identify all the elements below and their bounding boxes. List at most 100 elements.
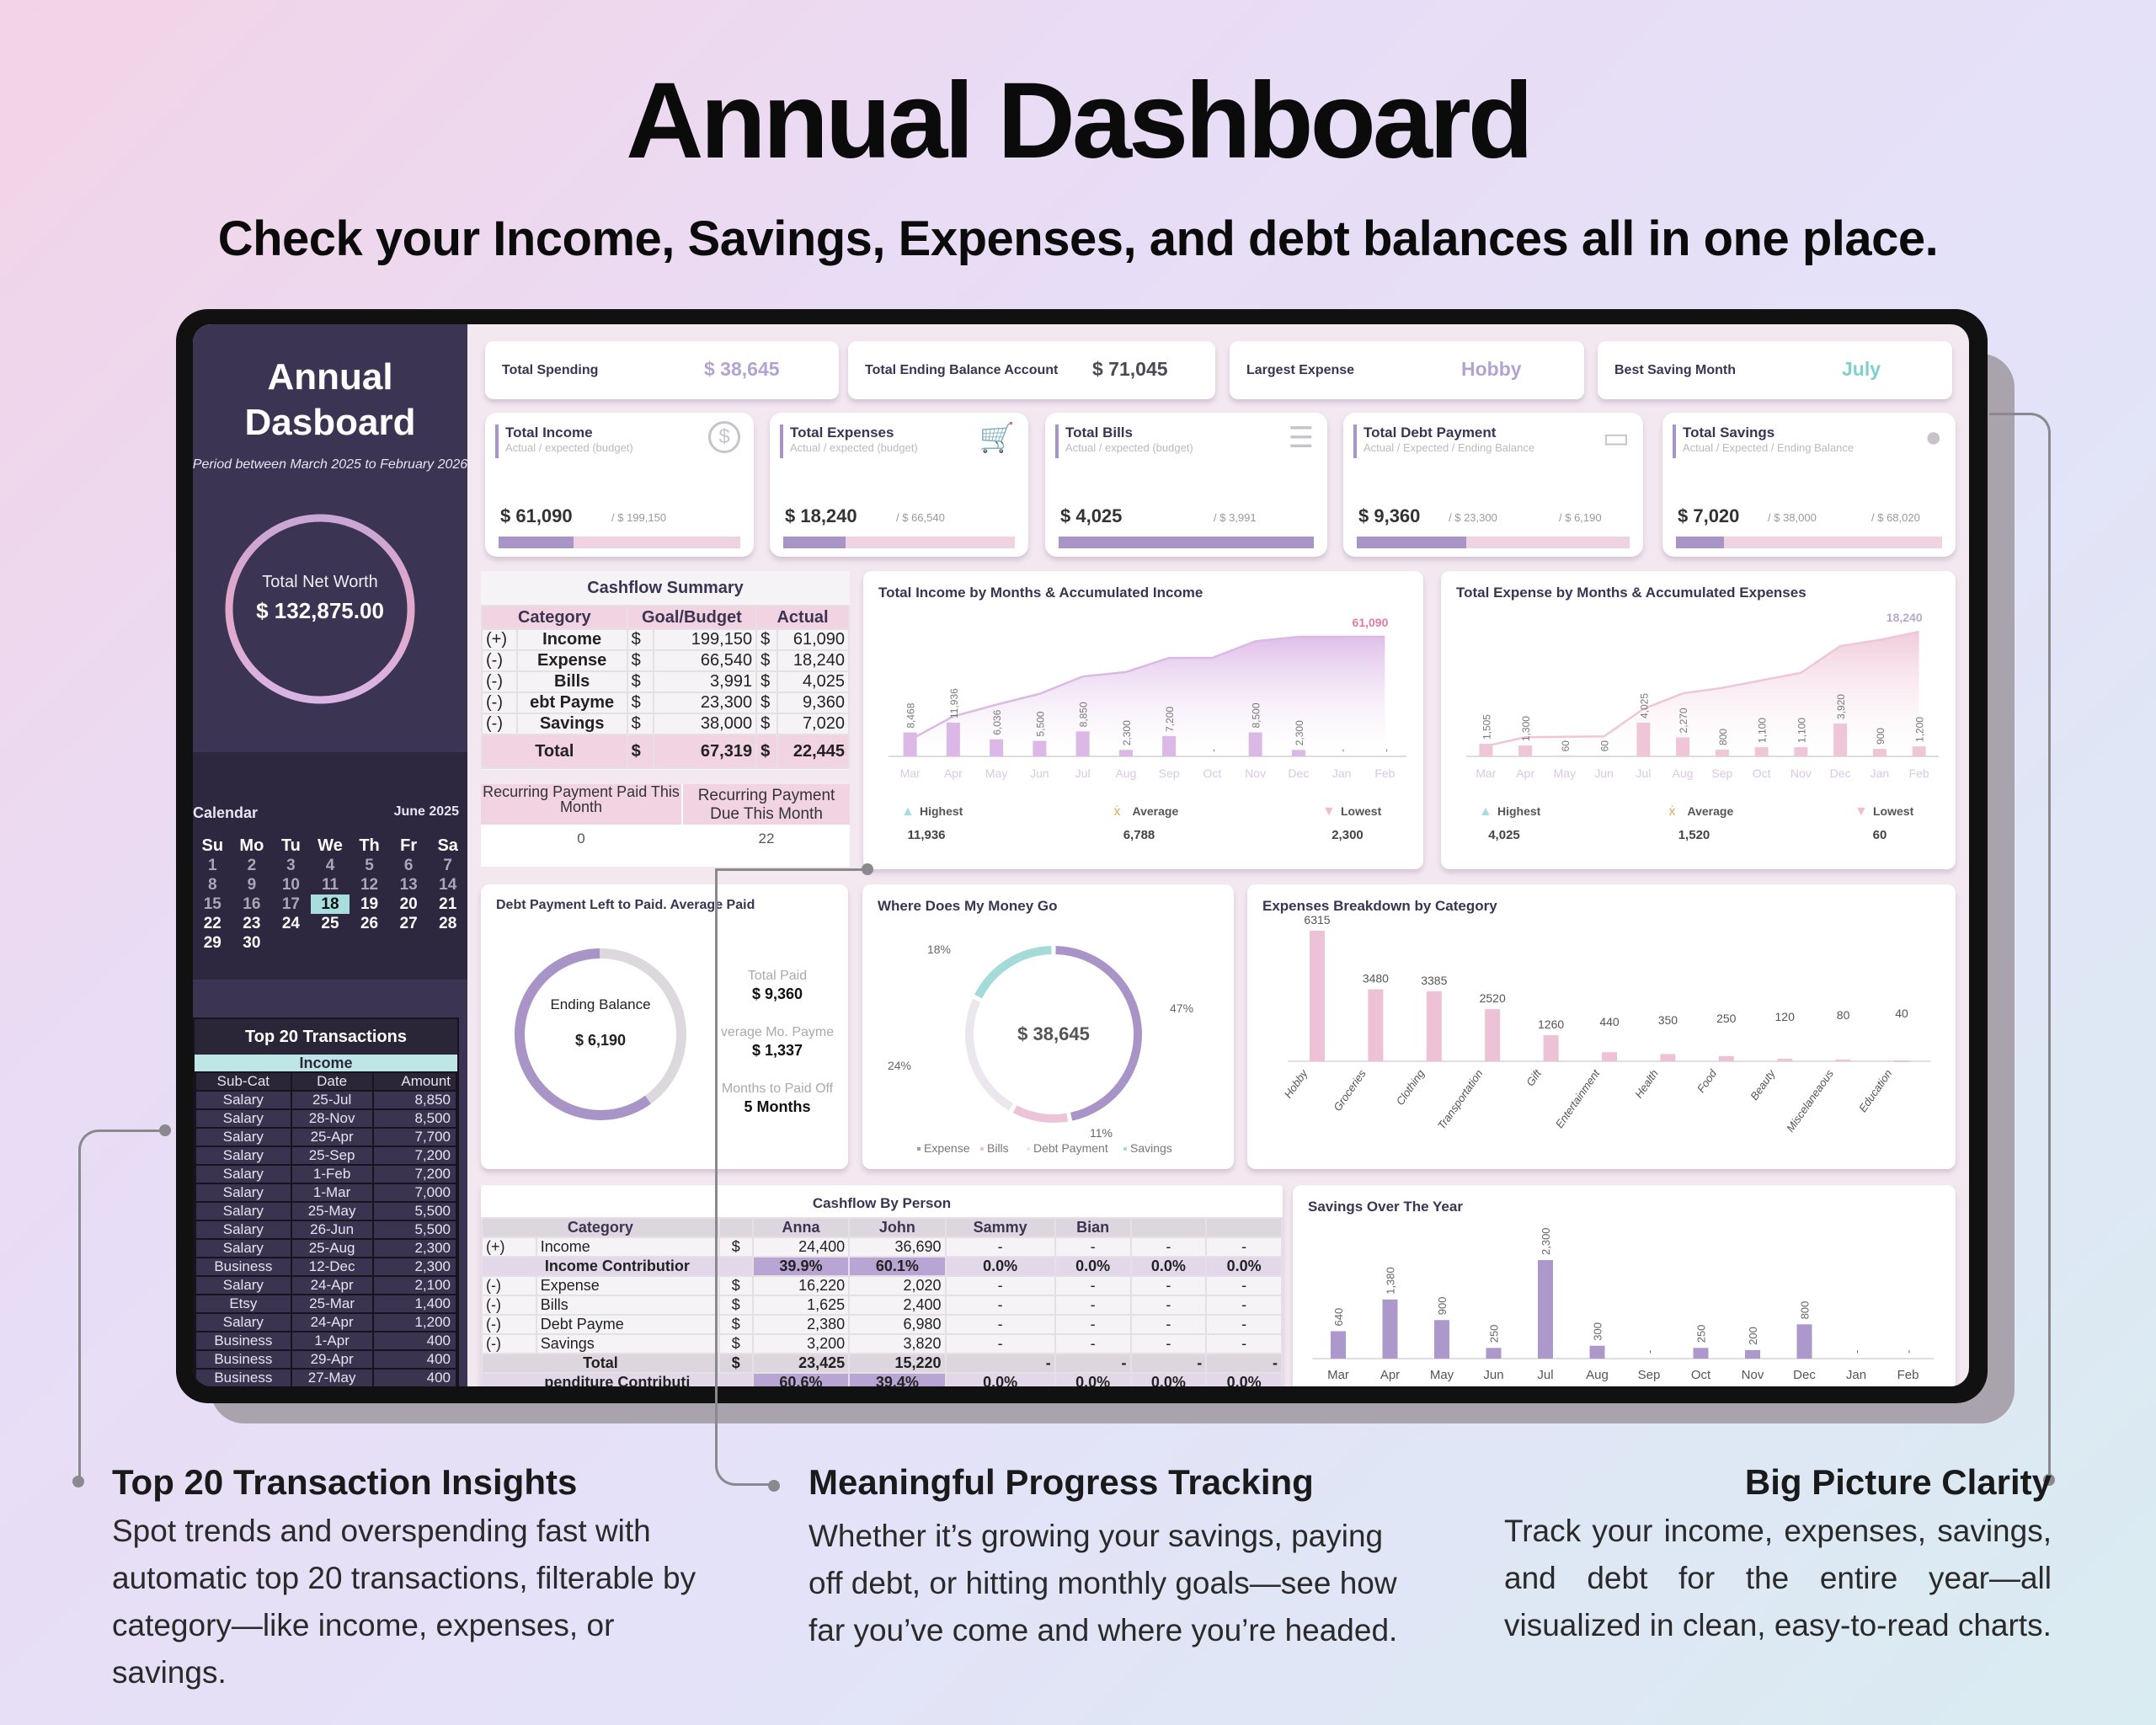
calendar-day[interactable]: 22 bbox=[203, 915, 221, 932]
table-row[interactable]: Salary 28-Nov 8,500 bbox=[195, 1108, 458, 1129]
month-label: Jul bbox=[1537, 1368, 1553, 1382]
calendar-day[interactable]: 11 bbox=[321, 876, 339, 894]
hero-title: Annual Dashboard bbox=[626, 61, 1534, 181]
debt-card: Debt Payment Left to Paid. Average Paid … bbox=[481, 884, 848, 1169]
calendar-day-today[interactable]: 18 bbox=[310, 895, 350, 914]
table-row[interactable]: Salary 1-Mar 7,000 bbox=[195, 1183, 458, 1203]
calendar-day[interactable]: 16 bbox=[243, 895, 261, 913]
table-row[interactable]: Business 12-Dec 2,300 bbox=[195, 1257, 458, 1277]
calendar-day[interactable]: 30 bbox=[243, 934, 261, 952]
top20-category-filter[interactable]: Income bbox=[195, 1055, 457, 1071]
calendar-day[interactable]: 28 bbox=[439, 915, 457, 932]
table-row[interactable]: Salary 25-Aug 2,300 bbox=[195, 1238, 458, 1258]
highest-label: Highest bbox=[920, 804, 963, 818]
table-row[interactable]: Salary 25-Apr 7,700 bbox=[195, 1127, 458, 1147]
bar-label: 1260 bbox=[1538, 1017, 1564, 1031]
table-cell: 4,025 bbox=[776, 670, 850, 693]
calendar-day[interactable]: 14 bbox=[439, 876, 457, 894]
table-row[interactable]: Business 1-Apr 400 bbox=[195, 1331, 458, 1351]
calendar-day[interactable]: 25 bbox=[321, 915, 339, 932]
slice-label: 24% bbox=[888, 1059, 911, 1072]
bar bbox=[1745, 1349, 1760, 1359]
category-chart: Hobby 6315 Groceries 3480 Clothing 3385 Transp… bbox=[1282, 913, 1931, 1135]
contribution-row: Income Contributior 39.9% 60.1% 0.0% 0.0% 0.0… bbox=[481, 1256, 1283, 1277]
month-label: Jul bbox=[1636, 766, 1651, 780]
bar-label: 2,270 bbox=[1678, 708, 1689, 733]
month-label: Aug bbox=[1673, 766, 1694, 780]
weekday-label: Fr bbox=[400, 836, 418, 855]
accent-bar bbox=[1353, 425, 1357, 458]
calendar-day[interactable]: 2 bbox=[247, 857, 257, 874]
calendar-day[interactable]: 4 bbox=[325, 857, 335, 874]
calendar-day[interactable]: 29 bbox=[203, 934, 221, 952]
table-cell: $ bbox=[718, 1333, 754, 1354]
calendar-day[interactable]: 13 bbox=[399, 876, 418, 894]
table-row[interactable]: Business 29-Apr 400 bbox=[195, 1349, 458, 1370]
feature-top20: Top 20 Transaction Insights Spot trends … bbox=[112, 1462, 718, 1696]
table-cell: (-) bbox=[481, 692, 518, 714]
calendar-day[interactable]: 9 bbox=[247, 876, 257, 894]
slice-bills bbox=[1012, 1105, 1069, 1123]
table-cell: 18,240 bbox=[776, 649, 850, 672]
calendar-day[interactable]: 21 bbox=[439, 895, 457, 913]
calendar-day[interactable]: 6 bbox=[403, 857, 414, 874]
calendar-month[interactable]: June 2025 bbox=[393, 804, 459, 819]
bar-label: 900 bbox=[1436, 1297, 1449, 1316]
table-row[interactable]: Salary 25-May 5,500 bbox=[195, 1201, 458, 1221]
header-row: Category Anna John Sammy Bian bbox=[481, 1217, 1283, 1238]
table-cell: Business bbox=[195, 1331, 292, 1351]
bar-label: 5,500 bbox=[1034, 711, 1046, 736]
table-row[interactable]: Etsy 25-Mar 1,400 bbox=[195, 1294, 458, 1314]
accumulated-total-label: 18,240 bbox=[1886, 611, 1923, 624]
category-label: Entertainment bbox=[1553, 1066, 1604, 1130]
calendar-day[interactable]: 19 bbox=[360, 895, 379, 913]
cashflow-summary: Cashflow Summary Category Goal/Budget Actu… bbox=[481, 571, 850, 770]
table-row[interactable]: Business 27-May 400 bbox=[195, 1368, 458, 1386]
calendar-day[interactable]: 7 bbox=[443, 857, 452, 874]
calendar-day[interactable]: 12 bbox=[360, 876, 379, 894]
table-row[interactable]: Salary 25-Jul 8,850 bbox=[195, 1090, 458, 1110]
calendar-day[interactable]: 3 bbox=[286, 857, 296, 874]
connector-line bbox=[715, 868, 865, 871]
table-row[interactable]: Salary 24-Apr 2,100 bbox=[195, 1275, 458, 1295]
contribution-cell: penditure Contributi bbox=[481, 1372, 754, 1386]
calendar-day[interactable]: 17 bbox=[281, 895, 300, 913]
table-row[interactable]: Salary 25-Sep 7,200 bbox=[195, 1146, 458, 1166]
calendar-day[interactable]: 1 bbox=[207, 857, 217, 874]
calendar-day[interactable]: 24 bbox=[281, 915, 300, 932]
calendar-day[interactable]: 8 bbox=[207, 876, 217, 894]
ending-balance-value: $ 6,190 bbox=[574, 1032, 627, 1049]
debt-title: Debt Payment Left to Paid. Average Paid bbox=[496, 898, 755, 912]
calendar-day[interactable]: 15 bbox=[203, 895, 221, 913]
calendar-day[interactable]: 23 bbox=[243, 915, 261, 932]
kpi-card: Largest Expense Hobby bbox=[1230, 341, 1584, 399]
bar-label: - bbox=[1207, 749, 1219, 752]
calendar-day[interactable]: 26 bbox=[360, 915, 379, 932]
table-cell: Savings bbox=[515, 713, 628, 735]
month-label: Mar bbox=[1327, 1368, 1349, 1382]
ending-balance-label: Ending Balance bbox=[550, 996, 651, 1012]
month-label: May bbox=[1554, 766, 1576, 780]
bar bbox=[1872, 749, 1886, 756]
bar-label: 11,936 bbox=[948, 688, 960, 718]
highest-value: 11,936 bbox=[907, 828, 945, 842]
month-label: Mar bbox=[900, 766, 921, 780]
bar-label: - bbox=[1850, 1350, 1863, 1354]
table-row[interactable]: Salary 26-Jun 5,500 bbox=[195, 1220, 458, 1240]
calendar-day[interactable]: 27 bbox=[399, 915, 418, 932]
table-row[interactable]: Salary 1-Feb 7,200 bbox=[195, 1164, 458, 1184]
bar-label: 3,920 bbox=[1835, 694, 1847, 719]
table-cell: - bbox=[1129, 1314, 1208, 1335]
calendar-day[interactable]: 5 bbox=[365, 857, 374, 874]
table-cell: 2,400 bbox=[848, 1295, 947, 1316]
calendar-day[interactable]: 20 bbox=[399, 895, 418, 913]
calendar-day[interactable]: 10 bbox=[281, 876, 300, 894]
table-row[interactable]: Salary 24-Apr 1,200 bbox=[195, 1312, 458, 1332]
bar bbox=[1660, 1054, 1676, 1061]
table-cell: - bbox=[1205, 1314, 1283, 1335]
cashflow-person-title: Cashflow By Person bbox=[812, 1195, 952, 1211]
table-cell: 1-Apr bbox=[290, 1331, 374, 1351]
total-cell: Total bbox=[481, 734, 628, 769]
sidebar: Annual Dasboard Period between March 2025… bbox=[193, 324, 467, 1386]
progress-bar bbox=[1357, 537, 1630, 548]
